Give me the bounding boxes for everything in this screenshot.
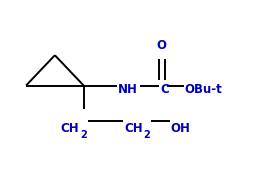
Text: 2: 2 bbox=[144, 130, 150, 140]
Text: CH: CH bbox=[60, 122, 79, 135]
Text: CH: CH bbox=[124, 122, 143, 135]
Text: O: O bbox=[157, 39, 167, 52]
Text: OH: OH bbox=[171, 122, 191, 135]
Text: NH: NH bbox=[118, 83, 138, 96]
Text: 2: 2 bbox=[80, 130, 87, 140]
Text: OBu-t: OBu-t bbox=[184, 83, 222, 96]
Text: C: C bbox=[160, 83, 169, 96]
